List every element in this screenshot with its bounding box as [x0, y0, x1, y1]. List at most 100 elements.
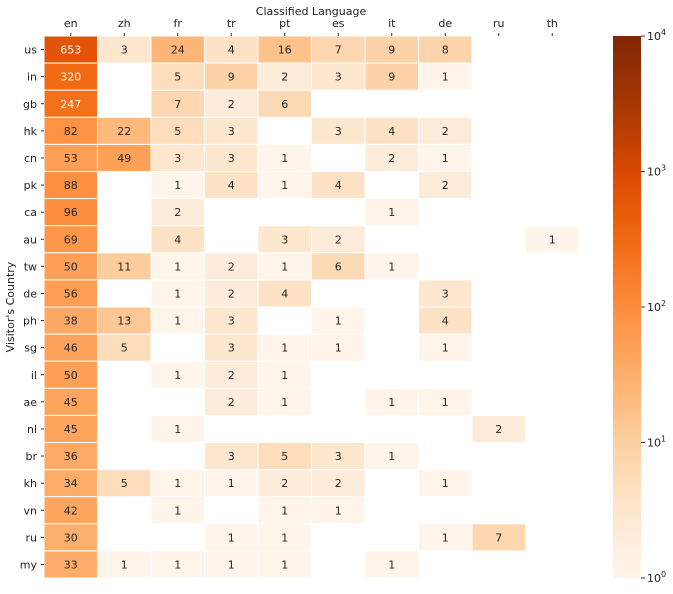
y-tick-label: ru	[26, 531, 38, 544]
heatmap-cell	[204, 469, 259, 498]
cell-value-label: 2	[228, 98, 235, 111]
heatmap-cell	[257, 333, 312, 362]
heatmap-cell	[204, 387, 259, 416]
y-tick-label: au	[23, 233, 37, 246]
cell-value-label: 9	[388, 44, 395, 57]
cell-value-label: 1	[281, 369, 288, 382]
heatmap-cell	[257, 550, 312, 579]
heatmap-cell	[43, 225, 98, 254]
cell-value-label: 53	[64, 152, 78, 165]
x-tick-label: es	[332, 17, 345, 30]
heatmap-cell	[43, 442, 98, 471]
y-tick-label: cn	[24, 152, 37, 165]
y-tick-label: ae	[23, 396, 37, 409]
cell-value-label: 1	[174, 369, 181, 382]
cell-value-label: 1	[388, 260, 395, 273]
cell-value-label: 2	[442, 125, 449, 138]
cell-value-label: 1	[442, 152, 449, 165]
cell-value-label: 9	[228, 71, 235, 84]
cell-value-label: 34	[64, 477, 78, 490]
x-tick-label: it	[388, 17, 396, 30]
cell-value-label: 1	[228, 477, 235, 490]
x-tick-label: fr	[174, 17, 183, 30]
x-axis-title: Classified Language	[256, 5, 367, 18]
heatmap-cell	[257, 387, 312, 416]
cell-value-label: 49	[117, 152, 131, 165]
y-tick-label: ph	[23, 315, 37, 328]
colorbar-tick-label: 100	[647, 570, 666, 585]
cell-value-label: 3	[442, 287, 449, 300]
x-tick-label: pt	[279, 17, 291, 30]
cell-value-label: 82	[64, 125, 78, 138]
heatmap-cell	[525, 225, 580, 254]
cell-value-label: 5	[121, 342, 128, 355]
cell-value-label: 320	[60, 71, 81, 84]
heatmap-cell	[418, 333, 473, 362]
cell-value-label: 1	[442, 531, 449, 544]
heatmap-cell	[97, 333, 152, 362]
cell-value-label: 2	[388, 152, 395, 165]
heatmap-cell	[418, 387, 473, 416]
heatmap-cell	[43, 333, 98, 362]
y-tick-label: sg	[24, 342, 37, 355]
cell-value-label: 3	[174, 152, 181, 165]
heatmap-cell	[150, 116, 205, 145]
colorbar-tick-label: 103	[647, 164, 666, 179]
cell-value-label: 56	[64, 287, 78, 300]
x-tick-label: en	[64, 17, 78, 30]
heatmap-cell	[204, 360, 259, 389]
colorbar-tick-label: 102	[647, 299, 666, 314]
cell-value-label: 9	[388, 71, 395, 84]
cell-value-label: 1	[442, 477, 449, 490]
heatmap-cell	[43, 116, 98, 145]
heatmap-cell	[364, 387, 419, 416]
heatmap-cell	[311, 496, 366, 525]
heatmap-cell	[150, 89, 205, 118]
heatmap-cell	[204, 171, 259, 200]
heatmap-cell	[257, 523, 312, 552]
heatmap-cell	[43, 279, 98, 308]
cell-value-label: 7	[335, 44, 342, 57]
heatmap-cell	[418, 279, 473, 308]
cell-value-label: 1	[388, 206, 395, 219]
heatmap-cell	[311, 252, 366, 281]
x-tick-label: th	[547, 17, 558, 30]
cell-value-label: 38	[64, 315, 78, 328]
cell-value-label: 2	[335, 233, 342, 246]
cell-value-label: 16	[278, 44, 292, 57]
cell-value-label: 3	[228, 152, 235, 165]
cell-value-label: 4	[228, 179, 235, 192]
heatmap-cell	[150, 252, 205, 281]
y-tick-label: ca	[24, 206, 37, 219]
cell-value-label: 13	[117, 315, 131, 328]
heatmap-cell	[364, 62, 419, 91]
heatmap-cell	[257, 143, 312, 172]
cell-value-label: 2	[495, 423, 502, 436]
cell-value-label: 1	[281, 152, 288, 165]
heatmap-cell	[150, 306, 205, 335]
cell-value-label: 11	[117, 260, 131, 273]
cell-value-label: 1	[442, 342, 449, 355]
x-tick-label: ru	[493, 17, 505, 30]
y-tick-label: my	[20, 558, 38, 571]
heatmap-cell	[364, 442, 419, 471]
cell-value-label: 6	[335, 260, 342, 273]
y-tick-label: vn	[24, 504, 38, 517]
heatmap-cell	[97, 35, 152, 64]
cell-value-label: 36	[64, 450, 78, 463]
y-tick-label: nl	[27, 423, 37, 436]
cell-value-label: 1	[281, 342, 288, 355]
y-tick-label: de	[23, 287, 37, 300]
cell-value-label: 1	[174, 423, 181, 436]
cell-value-label: 2	[442, 179, 449, 192]
heatmap-cell	[204, 89, 259, 118]
heatmap-cell	[43, 360, 98, 389]
cell-value-label: 5	[174, 71, 181, 84]
cell-value-label: 4	[335, 179, 342, 192]
heatmap-cell	[257, 360, 312, 389]
heatmap-cell	[204, 116, 259, 145]
cell-value-label: 1	[228, 531, 235, 544]
cell-value-label: 4	[442, 315, 449, 328]
y-tick-label: hk	[24, 125, 38, 138]
